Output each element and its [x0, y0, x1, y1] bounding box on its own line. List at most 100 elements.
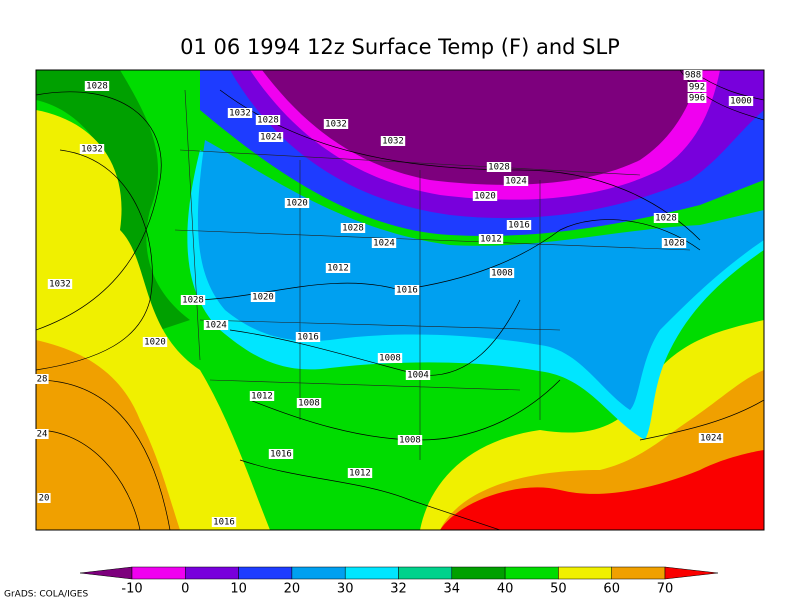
temp-fill: [36, 340, 180, 530]
colorbar-label: 60: [603, 582, 620, 597]
isobar-label-bg: [180, 295, 206, 305]
isobar-label-bg: [380, 136, 406, 146]
isobar-label: 1016: [297, 333, 319, 343]
isobar-label-bg: [47, 279, 73, 289]
isobar-label: 1004: [407, 371, 429, 381]
isobar: [36, 149, 153, 371]
isobar-label-bg: [325, 263, 351, 273]
isobar-label-bg: [506, 220, 532, 230]
isobar-label-bg: [323, 119, 349, 129]
isobar-label: 1000: [730, 97, 752, 107]
isobar-label-bg: [250, 292, 276, 302]
colorbar-label: 70: [657, 582, 674, 597]
isobar-label-bg: [377, 353, 403, 363]
colorbar-label: 0: [181, 582, 189, 597]
isobar-label: 1024: [505, 177, 527, 187]
isobar-label: 1008: [491, 269, 513, 279]
isobar-label: 1032: [229, 109, 251, 119]
isobar-label: 1028: [257, 116, 279, 126]
colorbar-box: [185, 566, 239, 580]
isobar-label: 1016: [396, 286, 418, 296]
isobar-label-bg: [84, 81, 110, 91]
isobar-label-bg: [296, 398, 322, 408]
isobar-label: 1028: [182, 296, 204, 306]
isobar-label: 1016: [213, 518, 235, 528]
isobar-label: 1008: [379, 354, 401, 364]
isobar-label: 1012: [251, 392, 273, 402]
isobar-label-bg: [728, 96, 754, 106]
isobar-label: 1032: [325, 120, 347, 130]
isobar-label-bg: [405, 370, 431, 380]
isobar-label: 1008: [399, 436, 421, 446]
isobar: [639, 399, 764, 441]
isobar-label-bg: [203, 320, 229, 330]
colorbar-box: [131, 566, 186, 580]
isobar-label-bg: [340, 223, 366, 233]
isobar-label-bg: [295, 332, 321, 342]
colorbar-label: 50: [550, 582, 567, 597]
colorbar-label: 32: [390, 582, 407, 597]
isobar-label-bg: [268, 449, 294, 459]
colorbar-box: [451, 566, 506, 580]
colorbar-label: 20: [284, 582, 301, 597]
isobar-label: 1012: [349, 469, 371, 479]
isobar-label: 1024: [373, 239, 395, 249]
isobar-label-bg: [371, 238, 397, 248]
temp-fill: [36, 70, 190, 330]
isobar-label-bg: [35, 374, 49, 384]
isobar-label-bg: [698, 433, 724, 443]
isobar-label: 1028: [342, 224, 364, 234]
isobar-label: 1028: [655, 214, 677, 224]
isobar-label-bg: [284, 198, 310, 208]
isobar-label: 1032: [49, 280, 71, 290]
isobar-label: 1028: [663, 239, 685, 249]
isobar-label-bg: [347, 468, 373, 478]
isobar-label: 992: [689, 83, 705, 93]
isobar-label-bg: [489, 268, 515, 278]
isobar-label-bg: [687, 93, 707, 103]
isobar-label: 1008: [298, 399, 320, 409]
colorbar-box: [558, 566, 612, 580]
isobar-label: 1024: [700, 434, 722, 444]
border: [174, 89, 691, 460]
colorbar-label: 40: [497, 582, 514, 597]
isobar-label: 1024: [260, 133, 282, 143]
colorbar-box: [611, 566, 666, 580]
isobar-label-bg: [503, 176, 529, 186]
isobar-label-bg: [255, 115, 281, 125]
colorbar-triangle: [79, 566, 133, 580]
isobar-label-bg: [478, 234, 504, 244]
colorbar-box: [344, 566, 399, 580]
temp-fill: [440, 450, 764, 530]
colorbar-box: [398, 566, 453, 580]
isobar-label: 1020: [144, 338, 166, 348]
isobar-label: 1024: [205, 321, 227, 331]
isobar-label: 1028: [86, 82, 108, 92]
map-area: [36, 70, 764, 530]
isobar-label-bg: [37, 493, 51, 503]
isobar: [36, 91, 162, 331]
colorbar-triangle: [664, 566, 719, 580]
isobar: [239, 459, 501, 530]
isobar-label-bg: [258, 132, 284, 142]
colorbar-box: [504, 566, 559, 580]
isobar-label: 1012: [327, 264, 349, 274]
isobar: [189, 219, 701, 301]
isobar-label: 1020: [474, 192, 496, 202]
isobar-label: 1020: [286, 199, 308, 209]
isobar-label-bg: [683, 70, 703, 80]
colorbar-label: 30: [337, 582, 354, 597]
isobar-label-bg: [486, 162, 512, 172]
isobar-label-bg: [687, 82, 707, 92]
isobar-label-bg: [397, 435, 423, 445]
isobar-label-bg: [394, 285, 420, 295]
isobar-label: 1016: [508, 221, 530, 231]
isobar-label: 24: [37, 430, 48, 440]
isobar-label-bg: [227, 108, 253, 118]
isobar-label: 996: [689, 94, 705, 104]
colorbar-label: -10: [121, 582, 142, 597]
isobar-label: 1028: [488, 163, 510, 173]
isobar-label-bg: [653, 213, 679, 223]
map-frame: [35, 69, 765, 531]
